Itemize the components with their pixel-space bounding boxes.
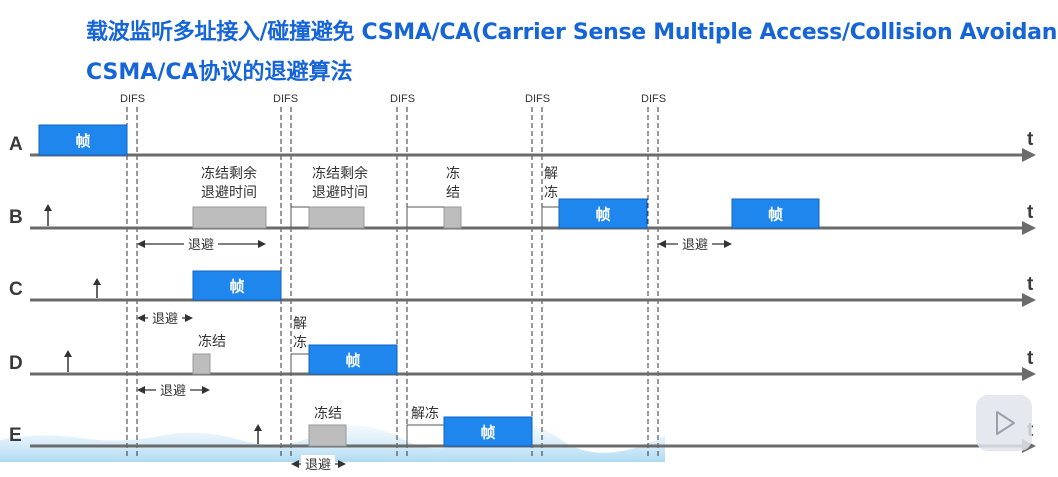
time-label: t xyxy=(1027,348,1034,369)
annotation-text: 冻 xyxy=(544,184,558,200)
difs-label: DIFS xyxy=(525,93,550,105)
backoff-label: 退避 xyxy=(188,237,214,252)
backoff-arrowhead-right xyxy=(338,460,346,468)
backoff-label-bg xyxy=(184,235,218,253)
frame-box xyxy=(443,416,533,447)
backoff-arrowhead-right xyxy=(258,240,266,248)
backoff-arrowhead-left xyxy=(137,386,145,394)
frozen-backoff-box xyxy=(192,353,211,375)
arrival-arrowhead xyxy=(254,424,262,431)
frame-box xyxy=(731,198,820,229)
difs-label: DIFS xyxy=(120,93,145,105)
time-label: t xyxy=(1027,129,1034,150)
play-button[interactable] xyxy=(976,395,1032,451)
backoff-label-bg xyxy=(156,381,190,399)
dashed-lines xyxy=(126,107,659,458)
annotation-text: 退避时间 xyxy=(201,184,257,200)
backoff-label: 退避 xyxy=(682,237,708,252)
time-axis-arrowhead xyxy=(1022,293,1036,307)
backoff-arrowhead-right xyxy=(724,240,732,248)
time-label: t xyxy=(1027,202,1034,223)
difs-label: DIFS xyxy=(390,93,415,105)
station-label: D xyxy=(9,353,23,374)
station-label: E xyxy=(9,425,22,446)
time-axis-arrowhead xyxy=(1022,148,1036,162)
difs-label: DIFS xyxy=(641,93,666,105)
waiting-outline xyxy=(541,206,559,228)
annotation-text: 解 xyxy=(544,165,558,181)
backoff-label: 退避 xyxy=(152,311,178,326)
backoff-label-bg xyxy=(301,455,335,473)
frame-label: 帧 xyxy=(75,133,90,150)
boxes xyxy=(38,124,820,473)
backoff-arrowhead-left xyxy=(658,240,666,248)
backoff-label: 退避 xyxy=(160,383,186,398)
difs-label: DIFS xyxy=(273,93,298,105)
texts: AtBtCtDtEt帧帧帧帧帧帧退避退避退避退避退避冻结剩余退避时间冻结剩余退避… xyxy=(9,129,1034,472)
title-line-2: CSMA/CA协议的退避算法 xyxy=(86,60,353,85)
annotation-text: 解冻 xyxy=(411,405,439,421)
frame-label: 帧 xyxy=(229,279,244,296)
frame-box xyxy=(38,124,128,156)
frame-label: 帧 xyxy=(595,207,610,224)
backoff-arrowhead-right xyxy=(202,386,210,394)
arrival-arrowhead xyxy=(64,350,72,357)
arrival-arrowhead xyxy=(93,278,101,285)
arrival-arrowhead xyxy=(44,204,52,211)
station-label: B xyxy=(9,207,23,228)
difs-labels: DIFS DIFS DIFS DIFS DIFS xyxy=(120,93,666,105)
backoff-label-bg xyxy=(678,235,712,253)
annotation-text: 冻 xyxy=(446,165,460,181)
backoff-arrowhead-left xyxy=(137,314,145,322)
frame-label: 帧 xyxy=(345,353,360,370)
backoff-label-bg xyxy=(148,309,182,327)
backoff-label: 退避 xyxy=(305,457,331,472)
play-icon xyxy=(996,411,1015,435)
timelines xyxy=(30,148,1036,453)
waiting-outline xyxy=(290,206,309,228)
annotation-text: 退避时间 xyxy=(312,184,368,200)
time-axis-arrowhead xyxy=(1022,367,1036,381)
frame-box xyxy=(308,344,398,375)
frozen-backoff-box xyxy=(192,206,267,229)
frozen-backoff-box xyxy=(443,206,462,229)
annotation-text: 结 xyxy=(446,184,460,200)
frozen-backoff-box xyxy=(308,206,365,229)
time-axis-arrowhead xyxy=(1022,221,1036,235)
annotation-text: 冻 xyxy=(293,334,307,350)
annotation-text: 解 xyxy=(293,315,307,331)
frame-label: 帧 xyxy=(768,207,783,224)
backoff-arrowhead-right xyxy=(185,314,193,322)
annotation-text: 冻结剩余 xyxy=(201,165,257,181)
title-line-1: 载波监听多址接入/碰撞避免 CSMA/CA(Carrier Sense Mult… xyxy=(86,20,1058,45)
annotation-text: 冻结 xyxy=(198,333,226,349)
frame-label: 帧 xyxy=(480,425,495,442)
time-label: t xyxy=(1027,274,1034,295)
backoff-arrowhead-left xyxy=(137,240,145,248)
annotation-text: 冻结 xyxy=(314,405,342,421)
waiting-outline xyxy=(406,206,444,228)
station-label: A xyxy=(9,134,23,155)
waiting-outline xyxy=(290,353,309,374)
frozen-backoff-box xyxy=(308,424,347,447)
frame-box xyxy=(192,270,282,301)
backoff-arrowhead-left xyxy=(291,460,299,468)
annotation-text: 冻结剩余 xyxy=(312,165,368,181)
station-label: C xyxy=(9,279,23,300)
waiting-outline xyxy=(406,424,444,446)
frame-box xyxy=(558,198,648,229)
